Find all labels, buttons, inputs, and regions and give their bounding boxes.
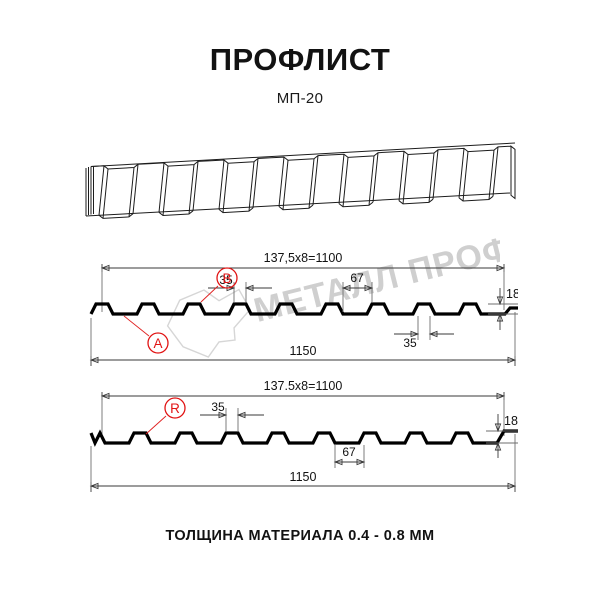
dim-height-top: 18 [488, 287, 518, 330]
dim-flat-width-bottom: 67 [333, 445, 366, 468]
page-title: ПРОФЛИСТ [209, 42, 391, 77]
profile-outline-bottom [89, 429, 518, 447]
dim-overall-width-bottom-label: 1150 [290, 470, 317, 484]
dim-overall-width-bottom: 1150 [89, 434, 517, 492]
dim-overall-width-top: 1150 [89, 312, 517, 366]
profile-outline-top [89, 302, 518, 316]
dim-pitch-total-bottom-label: 137.5x8=1100 [264, 379, 343, 393]
drawing-header: ПРОФЛИСТ МП-20 [0, 44, 600, 107]
material-thickness-text: ТОЛЩИНА МАТЕРИАЛА 0.4 - 0.8 ММ [165, 528, 435, 544]
callout-b[interactable]: B [200, 267, 238, 303]
isometric-profile-view [85, 142, 516, 219]
dim-height-bottom: 18 [486, 414, 518, 458]
dim-crest-width-top: 35 [208, 273, 272, 302]
cross-section-bottom-view: 137.5x8=1100 35 67 [89, 379, 518, 492]
callout-r-label: R [170, 401, 180, 416]
dim-height-top-label: 18 [506, 287, 518, 301]
callout-a-label: A [153, 336, 162, 351]
dim-pitch-total-top: 137,5x8=1100 [100, 251, 506, 312]
callout-b-label: B [222, 271, 231, 286]
cross-section-top-view: 137,5x8=1100 35 67 [89, 251, 518, 366]
callout-a[interactable]: A [123, 315, 169, 354]
page-subtitle: МП-20 [276, 90, 324, 107]
callout-r[interactable]: R [145, 397, 186, 435]
dim-flat-width-top: 67 [341, 271, 374, 312]
dim-trough-width-top: 35 [394, 316, 454, 350]
dim-pitch-total-bottom: 137.5x8=1100 [100, 379, 506, 440]
dim-height-bottom-label: 18 [504, 414, 518, 428]
material-thickness-note: ТОЛЩИНА МАТЕРИАЛА 0.4 - 0.8 ММ [0, 528, 600, 544]
dim-flat-width-top-label: 67 [350, 271, 364, 285]
dim-overall-width-top-label: 1150 [290, 344, 317, 358]
dim-pitch-total-top-label: 137,5x8=1100 [264, 251, 343, 265]
dim-crest-width-bottom-label: 35 [211, 400, 225, 414]
dim-trough-width-top-label: 35 [403, 336, 417, 350]
dim-crest-width-top-label: 35 [219, 273, 233, 287]
dim-crest-width-bottom: 35 [200, 400, 264, 431]
iso-sheet-body [85, 142, 516, 219]
dim-flat-width-bottom-label: 67 [342, 445, 356, 459]
